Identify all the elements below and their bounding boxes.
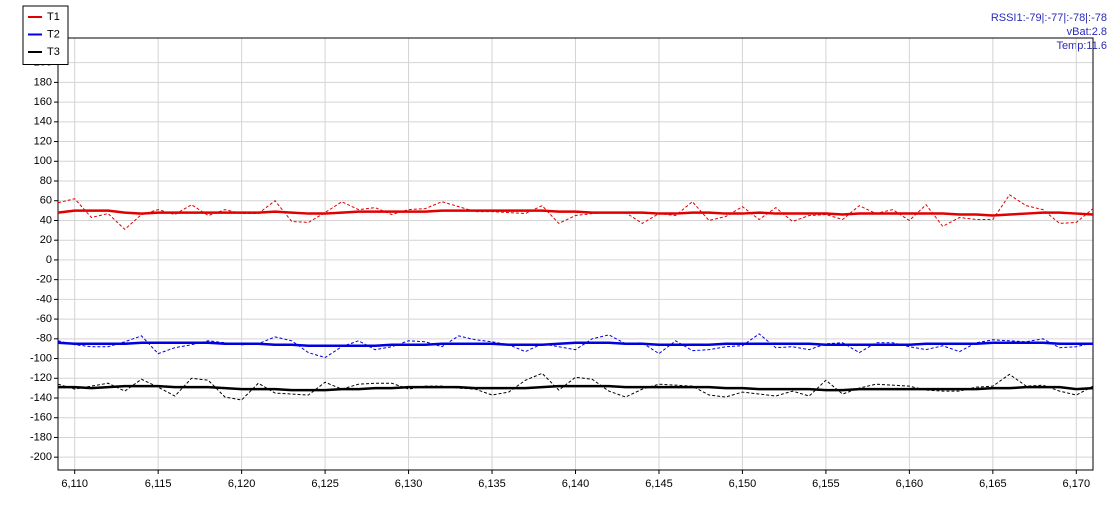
y-tick-label: 60 xyxy=(40,195,52,207)
y-tick-label: 0 xyxy=(46,254,52,266)
y-tick-label: -140 xyxy=(30,392,52,404)
x-tick-label: 6,110 xyxy=(61,478,88,490)
x-tick-label: 6,155 xyxy=(812,478,840,490)
plot-frame xyxy=(57,37,1094,471)
raw-line xyxy=(57,333,1094,359)
y-tick-label: -180 xyxy=(30,431,52,443)
y-tick-label: 100 xyxy=(34,155,52,167)
y-tick-label: -60 xyxy=(36,313,52,325)
series-line xyxy=(57,209,1094,217)
x-tick-label: 6,160 xyxy=(896,478,924,490)
annotation: Temp:11.6 xyxy=(1056,40,1107,52)
y-tick-label: -160 xyxy=(30,412,52,424)
legend-label: T2 xyxy=(47,28,60,40)
y-tick-label: 140 xyxy=(34,116,52,128)
y-tick-label: -40 xyxy=(36,293,52,305)
y-tick-label: -120 xyxy=(30,372,52,384)
x-tick-label: 6,150 xyxy=(729,478,757,490)
y-tick-label: 120 xyxy=(34,135,52,147)
y-tick-label: 160 xyxy=(34,96,52,108)
x-tick-label: 6,120 xyxy=(228,478,256,490)
raw-line xyxy=(57,194,1094,231)
series-line xyxy=(57,341,1093,347)
legend-label: T3 xyxy=(47,46,60,58)
y-tick-label: -200 xyxy=(30,451,52,463)
x-tick-label: 6,130 xyxy=(395,478,423,490)
x-tick-label: 6,125 xyxy=(311,478,339,490)
x-tick-label: 6,165 xyxy=(979,478,1007,490)
legend-label: T1 xyxy=(47,11,60,23)
x-tick-label: 6,115 xyxy=(145,478,172,490)
y-tick-label: -20 xyxy=(36,274,52,286)
x-tick-label: 6,135 xyxy=(478,478,506,490)
annotation: vBat:2.8 xyxy=(1067,26,1107,38)
y-tick-label: 180 xyxy=(34,76,52,88)
annotation: RSSI1:-79|:-77|:-78|:-78 xyxy=(991,12,1107,24)
series-line xyxy=(58,384,1094,392)
y-tick-label: 80 xyxy=(40,175,52,187)
x-tick-label: 6,140 xyxy=(562,478,590,490)
y-tick-label: 40 xyxy=(40,214,52,226)
y-tick-label: -80 xyxy=(36,333,52,345)
y-tick-label: 20 xyxy=(40,234,52,246)
y-tick-label: -100 xyxy=(30,352,52,364)
x-tick-label: 6,170 xyxy=(1063,478,1091,490)
x-tick-label: 6,145 xyxy=(645,478,673,490)
